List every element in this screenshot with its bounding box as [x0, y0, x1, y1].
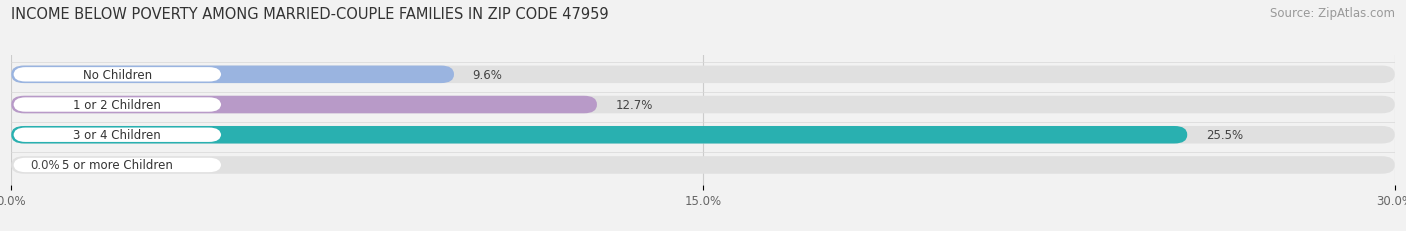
FancyBboxPatch shape: [14, 128, 221, 142]
FancyBboxPatch shape: [14, 98, 221, 112]
FancyBboxPatch shape: [14, 68, 221, 82]
FancyBboxPatch shape: [11, 126, 1187, 144]
Text: Source: ZipAtlas.com: Source: ZipAtlas.com: [1270, 7, 1395, 20]
Text: 12.7%: 12.7%: [616, 99, 652, 112]
Text: INCOME BELOW POVERTY AMONG MARRIED-COUPLE FAMILIES IN ZIP CODE 47959: INCOME BELOW POVERTY AMONG MARRIED-COUPL…: [11, 7, 609, 22]
FancyBboxPatch shape: [11, 96, 598, 114]
FancyBboxPatch shape: [11, 66, 454, 84]
Text: 0.0%: 0.0%: [30, 159, 60, 172]
FancyBboxPatch shape: [11, 96, 1395, 114]
FancyBboxPatch shape: [14, 158, 221, 172]
Text: No Children: No Children: [83, 69, 152, 82]
Text: 5 or more Children: 5 or more Children: [62, 159, 173, 172]
Text: 3 or 4 Children: 3 or 4 Children: [73, 129, 162, 142]
Text: 9.6%: 9.6%: [472, 69, 502, 82]
FancyBboxPatch shape: [11, 157, 1395, 174]
Text: 1 or 2 Children: 1 or 2 Children: [73, 99, 162, 112]
Text: 25.5%: 25.5%: [1206, 129, 1243, 142]
FancyBboxPatch shape: [11, 66, 1395, 84]
FancyBboxPatch shape: [11, 126, 1395, 144]
